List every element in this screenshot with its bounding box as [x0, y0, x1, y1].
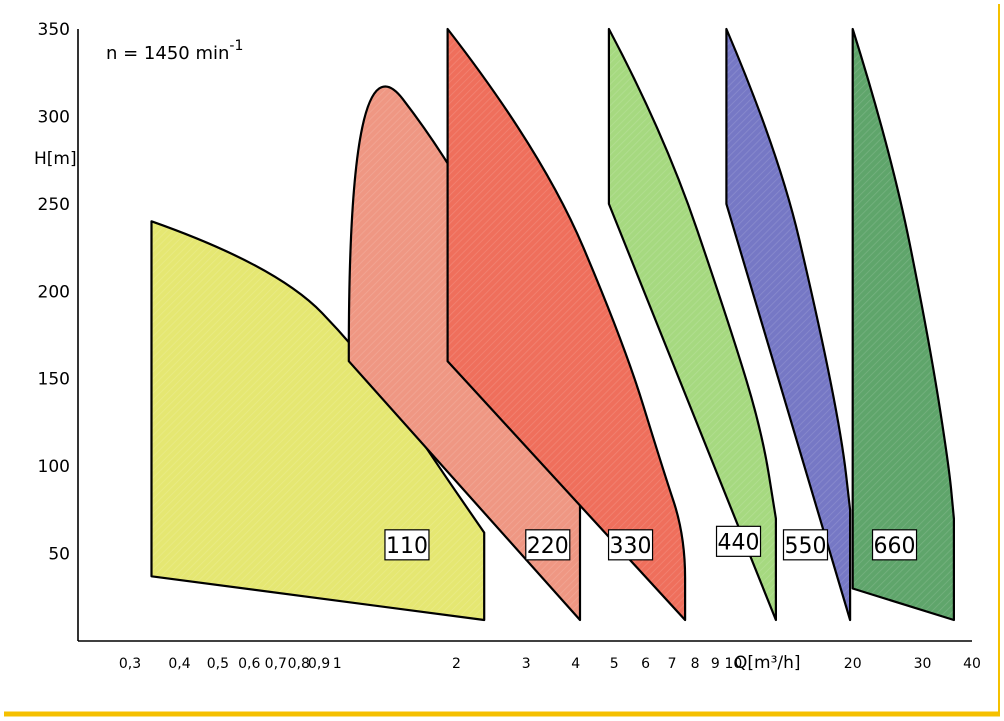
- area-outline-550: [725, 27, 852, 622]
- area-outline-660: [851, 27, 955, 622]
- x-tick-label: 9: [711, 656, 720, 672]
- y-tick-labels: 50 100 150 200 250 300 350: [38, 20, 70, 565]
- x-tick-label: 7: [668, 656, 677, 672]
- series-label-550: 550: [784, 534, 826, 559]
- x-tick-label: 0,8: [288, 656, 310, 672]
- label-box-660: [871, 529, 918, 561]
- series-label-110: 110: [386, 534, 428, 559]
- x-tick-label: 0,7: [265, 656, 287, 672]
- x-tick-label: 0,3: [119, 656, 141, 672]
- area-outline-440: [607, 27, 777, 622]
- series-label-440: 440: [718, 530, 760, 555]
- x-tick-label: 0,4: [168, 656, 190, 672]
- chart-frame: 110 220 330 440 550 660 50 100 150 200 250 300 350 …: [4, 4, 1000, 717]
- x-tick-label: 0,6: [238, 656, 260, 672]
- series-label-220: 220: [527, 534, 569, 559]
- x-tick-label: 40: [963, 656, 981, 672]
- area-outline-330: [446, 27, 687, 622]
- x-tick-label: 0,5: [207, 656, 229, 672]
- x-tick-label: 3: [522, 656, 531, 672]
- label-box-220: [525, 529, 571, 561]
- series-labels: 110 220 330 440 550 660: [384, 525, 918, 561]
- y-tick-label: 200: [38, 282, 70, 302]
- speed-annotation: n = 1450 min-1: [106, 38, 243, 64]
- x-tick-label: 30: [914, 656, 932, 672]
- y-tick-label: 250: [38, 195, 70, 215]
- y-tick-label: 150: [38, 370, 70, 390]
- y-tick-label: 100: [38, 457, 70, 477]
- x-tick-label: 10: [725, 656, 743, 672]
- x-tick-label: 6: [641, 656, 650, 672]
- series-label-330: 330: [610, 534, 652, 559]
- y-tick-label: 350: [38, 20, 70, 40]
- y-tick-label: 50: [48, 545, 70, 565]
- pump-performance-chart: 110 220 330 440 550 660 50100150200250300350 …: [4, 4, 1000, 717]
- x-tick-label: 4: [571, 656, 580, 672]
- x-tick-label: 20: [844, 656, 862, 672]
- speed-annotation-superscript: -1: [229, 38, 243, 54]
- label-box-330: [607, 529, 654, 561]
- x-axis-label: Q[m³/h]: [734, 653, 801, 673]
- label-box-440: [715, 525, 762, 557]
- series-label-660: 660: [874, 534, 916, 559]
- performance-areas: [150, 27, 955, 622]
- y-tick-label: 300: [38, 107, 70, 127]
- x-tick-labels: 0,3 0,4 0,5 0,6 0,7 0,80,9 1 2 3 4 5 6 7 8 9 10 20 30 40: [119, 656, 981, 672]
- x-tick-label: 0,9: [308, 656, 330, 672]
- label-box-110: [384, 529, 430, 561]
- y-axis-label: H[m]: [34, 149, 77, 169]
- x-tick-label: 5: [610, 656, 619, 672]
- x-tick-label: 1: [333, 656, 342, 672]
- x-tick-label: 8: [691, 656, 700, 672]
- label-box-550: [782, 529, 829, 561]
- speed-annotation-text: n = 1450 min: [106, 43, 229, 64]
- x-tick-label: 2: [452, 656, 461, 672]
